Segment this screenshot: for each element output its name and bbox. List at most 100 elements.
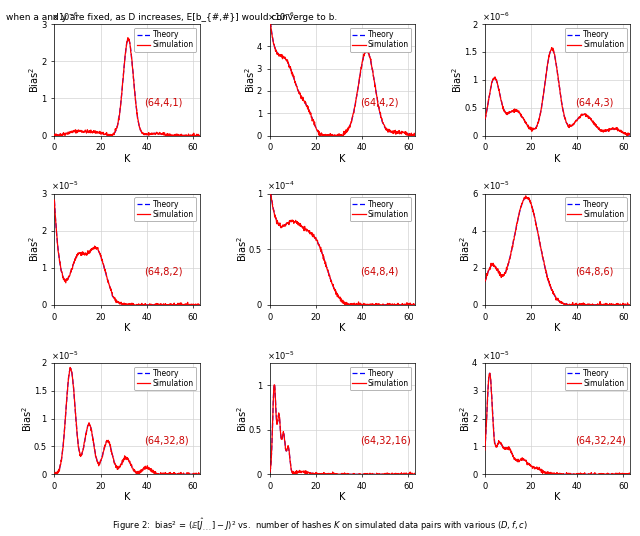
Theory bbox=[550, 471, 558, 478]
Simulation bbox=[353, 301, 360, 308]
Theory bbox=[560, 111, 568, 118]
Theory bbox=[345, 471, 353, 478]
Theory bbox=[627, 132, 634, 138]
Theory bbox=[623, 471, 631, 478]
Theory bbox=[120, 61, 128, 67]
Simulation bbox=[266, 183, 273, 189]
Theory bbox=[170, 302, 177, 308]
Simulation bbox=[601, 301, 609, 308]
Simulation bbox=[345, 126, 353, 132]
Theory bbox=[353, 471, 360, 478]
Y-axis label: Bias$^2$: Bias$^2$ bbox=[235, 406, 249, 431]
Text: (64,32,16): (64,32,16) bbox=[360, 436, 411, 446]
Simulation bbox=[600, 127, 608, 133]
Y-axis label: Bias$^2$: Bias$^2$ bbox=[28, 236, 42, 262]
Theory bbox=[548, 46, 556, 53]
Simulation bbox=[124, 34, 132, 41]
Simulation bbox=[412, 301, 419, 308]
Text: $\times10^{-5}$: $\times10^{-5}$ bbox=[482, 349, 510, 362]
Simulation bbox=[193, 471, 200, 478]
Theory bbox=[120, 456, 127, 463]
Legend: Theory, Simulation: Theory, Simulation bbox=[134, 367, 196, 390]
Legend: Theory, Simulation: Theory, Simulation bbox=[565, 197, 627, 221]
Theory bbox=[412, 302, 419, 308]
Simulation bbox=[170, 132, 178, 139]
Text: (64,8,6): (64,8,6) bbox=[575, 266, 614, 277]
Theory bbox=[193, 132, 200, 139]
Simulation bbox=[337, 471, 344, 478]
Simulation bbox=[138, 301, 145, 307]
Theory bbox=[600, 471, 608, 478]
Text: (64,4,2): (64,4,2) bbox=[360, 97, 398, 107]
Simulation bbox=[623, 132, 631, 139]
Line: Simulation: Simulation bbox=[54, 200, 200, 305]
Simulation bbox=[568, 122, 575, 129]
Theory bbox=[623, 131, 631, 138]
Simulation bbox=[481, 447, 489, 453]
Simulation bbox=[271, 382, 278, 388]
Theory bbox=[196, 132, 204, 139]
Theory bbox=[385, 471, 393, 478]
Theory bbox=[120, 71, 127, 77]
Simulation bbox=[561, 471, 568, 478]
Theory bbox=[550, 292, 558, 299]
Simulation bbox=[51, 132, 58, 138]
Simulation bbox=[336, 132, 344, 139]
Simulation bbox=[551, 293, 559, 300]
Simulation bbox=[353, 471, 361, 478]
Theory bbox=[551, 293, 559, 300]
Text: (64,8,2): (64,8,2) bbox=[145, 266, 183, 277]
X-axis label: K: K bbox=[339, 323, 346, 333]
Theory bbox=[600, 302, 608, 308]
Theory bbox=[345, 125, 353, 132]
Legend: Theory, Simulation: Theory, Simulation bbox=[349, 197, 412, 221]
Simulation bbox=[336, 295, 344, 301]
X-axis label: K: K bbox=[554, 493, 561, 502]
Simulation bbox=[51, 197, 58, 203]
Theory bbox=[481, 279, 489, 285]
Simulation bbox=[486, 370, 493, 376]
Theory bbox=[266, 182, 273, 189]
Simulation bbox=[193, 302, 200, 308]
Y-axis label: Bias$^2$: Bias$^2$ bbox=[458, 236, 472, 262]
Text: $\times10^{-6}$: $\times10^{-6}$ bbox=[51, 11, 79, 23]
Theory bbox=[196, 302, 204, 308]
Simulation bbox=[67, 364, 74, 371]
Theory bbox=[138, 129, 145, 135]
Line: Theory: Theory bbox=[269, 384, 415, 474]
Theory bbox=[412, 471, 419, 478]
Text: (64,8,4): (64,8,4) bbox=[360, 266, 398, 277]
Simulation bbox=[552, 471, 559, 478]
Simulation bbox=[266, 469, 273, 475]
Theory bbox=[412, 132, 419, 138]
Simulation bbox=[560, 301, 568, 308]
Simulation bbox=[335, 130, 343, 137]
Simulation bbox=[53, 132, 61, 139]
Simulation bbox=[51, 471, 58, 478]
Simulation bbox=[386, 471, 394, 478]
Text: $\times10^{-6}$: $\times10^{-6}$ bbox=[482, 11, 510, 23]
Theory bbox=[336, 132, 344, 138]
Simulation bbox=[341, 302, 349, 308]
Legend: Theory, Simulation: Theory, Simulation bbox=[565, 28, 627, 51]
Simulation bbox=[120, 300, 127, 307]
Theory bbox=[129, 302, 137, 308]
Text: $\times10^{-5}$: $\times10^{-5}$ bbox=[51, 180, 79, 192]
Text: (64,32,8): (64,32,8) bbox=[145, 436, 189, 446]
Theory bbox=[627, 471, 634, 478]
Simulation bbox=[120, 456, 127, 463]
Text: when a and y are fixed, as D increases, E[b_{#,#}] would converge to b.: when a and y are fixed, as D increases, … bbox=[6, 13, 338, 23]
Simulation bbox=[121, 301, 129, 308]
Theory bbox=[51, 132, 58, 139]
Theory bbox=[51, 471, 58, 478]
Simulation bbox=[129, 467, 137, 474]
Theory bbox=[335, 294, 342, 300]
Theory bbox=[408, 302, 415, 308]
X-axis label: K: K bbox=[554, 154, 561, 163]
Simulation bbox=[170, 471, 178, 478]
Line: Theory: Theory bbox=[54, 39, 200, 136]
Simulation bbox=[601, 471, 609, 478]
Simulation bbox=[408, 471, 416, 478]
Simulation bbox=[627, 302, 634, 308]
Theory bbox=[560, 300, 568, 307]
